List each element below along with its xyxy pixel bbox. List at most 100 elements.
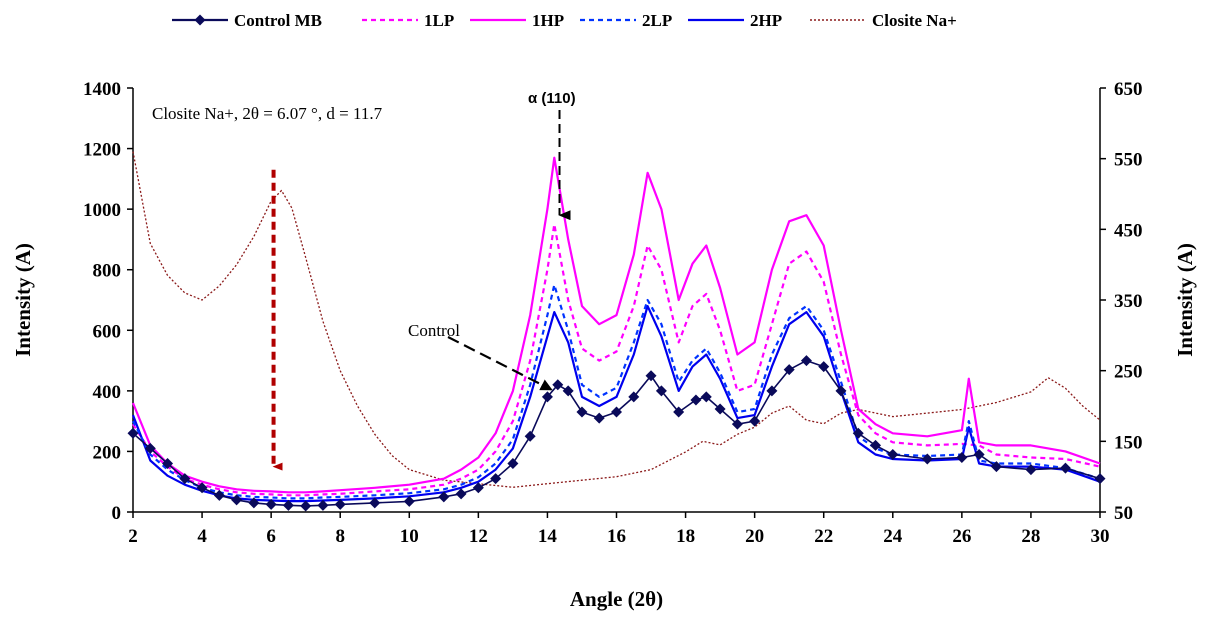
series-line-2hp (131, 305, 1101, 503)
right-y-tick-label: 350 (1114, 291, 1143, 312)
series-point-control-mb (818, 361, 830, 373)
x-tick-label: 8 (335, 526, 345, 547)
series-point-control-mb (334, 498, 346, 510)
series-point-control-mb (690, 394, 702, 406)
series-point-control-mb (956, 451, 968, 463)
alpha-110-annotation: α (110) (528, 90, 576, 107)
series-line-2lp (132, 283, 1101, 500)
control-annotation: Control (408, 321, 460, 340)
x-tick-label: 22 (814, 526, 833, 547)
series-point-control-mb (611, 406, 622, 418)
series-point-control-mb (162, 458, 174, 470)
legend-label-1lp: 1LP (424, 11, 454, 30)
series-point-control-mb (835, 385, 847, 397)
series-point-control-mb (472, 482, 484, 494)
series-point-control-mb (990, 461, 1002, 473)
right-y-tick-label: 50 (1114, 503, 1133, 524)
series-point-control-mb (507, 458, 519, 470)
series-point-control-mb (887, 448, 899, 460)
series-point-control-mb (127, 427, 139, 439)
series-point-control-mb (562, 385, 574, 397)
series-point-control-mb (921, 453, 933, 465)
legend-label-closite-na: Closite Na+ (872, 11, 957, 30)
series-point-control-mb (783, 364, 795, 376)
series-point-control-mb (369, 497, 381, 509)
x-tick-label: 14 (538, 526, 558, 547)
x-axis-ticks: 2 4 6 8 10 12 14 16 18 20 22 24 26 28 30 (128, 512, 1110, 547)
left-y-tick-label: 1400 (83, 79, 121, 100)
x-tick-label: 28 (1021, 526, 1040, 547)
series-point-control-mb (144, 442, 156, 454)
left-y-tick-label: 800 (93, 261, 122, 282)
plot-frame (132, 88, 1101, 513)
series-point-control-mb (231, 494, 243, 506)
x-tick-label: 10 (400, 526, 419, 547)
x-tick-label: 26 (952, 526, 971, 547)
left-y-tick-label: 0 (112, 503, 122, 524)
left-y-tick-label: 1000 (83, 200, 121, 221)
series-point-control-mb (870, 439, 882, 451)
series-point-control-mb (438, 491, 450, 503)
series-point-control-mb (973, 448, 985, 460)
series-point-control-mb (700, 391, 712, 403)
series-point-control-mb (552, 379, 564, 391)
series-point-control-mb (524, 430, 536, 442)
right-y-tick-label: 150 (1114, 432, 1143, 453)
x-tick-label: 6 (266, 526, 276, 547)
annotations: Closite Na+, 2θ = 6.07 °, d = 11.7 α (11… (152, 90, 576, 471)
control-pointer-arrow (447, 336, 553, 391)
series-point-control-mb (265, 498, 277, 510)
x-tick-label: 18 (676, 526, 695, 547)
series-line-1hp (131, 156, 1101, 494)
series-point-control-mb (628, 391, 640, 403)
series-point-control-mb (800, 355, 812, 367)
legend-label-2lp: 2LP (642, 11, 672, 30)
legend: Control MB 1LP 1HP 2LP 2HP Closite Na+ (172, 11, 957, 30)
left-y-tick-label: 600 (93, 321, 122, 342)
right-y-tick-label: 550 (1114, 150, 1143, 171)
series-point-control-mb (1059, 462, 1071, 474)
x-tick-label: 24 (883, 526, 903, 547)
series-point-control-mb (300, 500, 312, 512)
series-line-control-mb (132, 359, 1101, 507)
series-line-closite-na (132, 151, 1101, 488)
series-point-control-mb (645, 370, 657, 382)
series-layer (127, 151, 1106, 512)
series-point-control-mb (1025, 464, 1037, 476)
left-y-tick-label: 200 (93, 442, 122, 463)
series-point-control-mb (403, 495, 415, 507)
x-tick-label: 4 (197, 526, 207, 547)
series-point-control-mb (213, 489, 225, 501)
left-y-axis-title: Intensity (A) (11, 243, 35, 357)
legend-label-1hp: 1HP (532, 11, 564, 30)
x-tick-label: 30 (1091, 526, 1110, 547)
closite-peak-annotation: Closite Na+, 2θ = 6.07 °, d = 11.7 (152, 104, 383, 123)
x-tick-label: 16 (607, 526, 626, 547)
series-point-control-mb (749, 415, 761, 427)
series-line-1lp (132, 223, 1101, 497)
x-axis-title: Angle (2θ) (570, 587, 663, 611)
right-y-axis-title: Intensity (A) (1173, 243, 1197, 357)
series-point-control-mb (490, 473, 502, 485)
series-point-control-mb (714, 403, 726, 415)
series-point-control-mb (593, 412, 605, 424)
series-point-control-mb (852, 427, 864, 439)
series-point-control-mb (766, 385, 778, 397)
series-point-control-mb (1094, 473, 1106, 485)
series-point-control-mb (282, 499, 294, 511)
legend-marker-control-mb (194, 14, 206, 26)
right-y-tick-label: 250 (1114, 362, 1143, 383)
series-point-control-mb (196, 482, 208, 494)
series-point-control-mb (317, 499, 329, 511)
right-y-tick-label: 450 (1114, 220, 1143, 241)
series-point-control-mb (576, 406, 588, 418)
legend-label-2hp: 2HP (750, 11, 782, 30)
legend-label-control-mb: Control MB (234, 11, 322, 30)
left-y-tick-label: 1200 (83, 140, 121, 161)
series-point-control-mb (455, 488, 467, 500)
right-y-axis-ticks: 50 150 250 350 450 550 650 (1100, 79, 1143, 524)
left-y-tick-label: 400 (93, 382, 122, 403)
left-y-axis-ticks: 0 200 400 600 800 1000 1200 1400 (83, 79, 133, 524)
